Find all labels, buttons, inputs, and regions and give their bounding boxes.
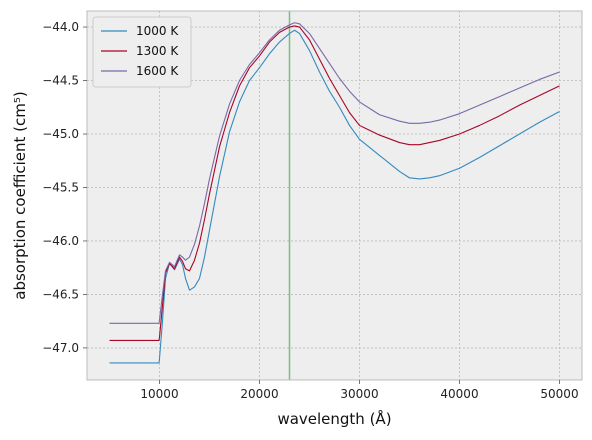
x-tick-label: 20000 bbox=[240, 387, 278, 401]
legend-label: 1600 K bbox=[136, 64, 179, 78]
y-tick-label: −45.5 bbox=[42, 180, 79, 194]
y-tick-label: −44.5 bbox=[42, 74, 79, 88]
y-axis-title: absorption coefficient (cm⁵) bbox=[11, 91, 29, 299]
x-tick-label: 10000 bbox=[140, 387, 178, 401]
x-tick-label: 50000 bbox=[540, 387, 578, 401]
y-axis: −47.0 −46.5 −46.0 −45.5 −45.0 −44.5 −44.0 bbox=[42, 20, 87, 355]
legend: 1000 K 1300 K 1600 K bbox=[92, 16, 192, 88]
series-lines bbox=[109, 22, 560, 364]
legend-label: 1300 K bbox=[136, 44, 179, 58]
y-tick-label: −44.0 bbox=[42, 20, 79, 34]
series-line-0 bbox=[109, 29, 560, 364]
series-line-2 bbox=[109, 22, 560, 324]
x-tick-label: 30000 bbox=[340, 387, 378, 401]
y-tick-label: −45.0 bbox=[42, 127, 79, 141]
x-axis-title: wavelength (Å) bbox=[277, 409, 391, 428]
y-tick-label: −47.0 bbox=[42, 341, 79, 355]
legend-label: 1000 K bbox=[136, 24, 179, 38]
x-axis: 10000 20000 30000 40000 50000 bbox=[140, 380, 579, 401]
x-tick-label: 40000 bbox=[440, 387, 478, 401]
legend-box bbox=[92, 16, 192, 88]
y-tick-label: −46.5 bbox=[42, 287, 79, 301]
plot-frame bbox=[86, 10, 583, 381]
series-line-1 bbox=[109, 25, 560, 341]
y-tick-label: −46.0 bbox=[42, 234, 79, 248]
